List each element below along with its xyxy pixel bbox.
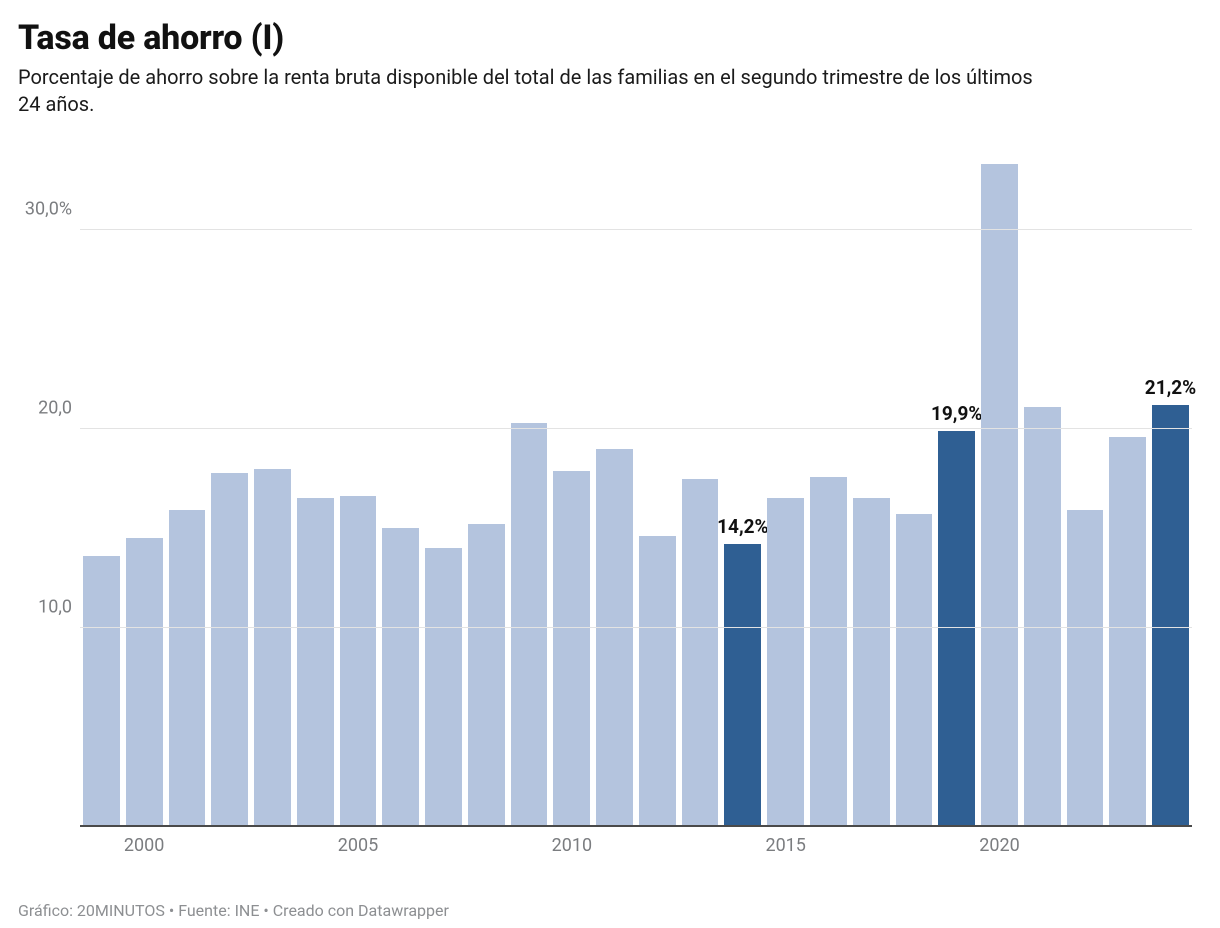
bar-value-label: 19,9% [931, 402, 982, 425]
bar-column [764, 150, 807, 827]
bar [297, 498, 334, 827]
y-tick-label: 30,0% [20, 198, 72, 219]
bar-column [422, 150, 465, 827]
bars-group: 14,2% 19,9% 21,2% [80, 150, 1192, 827]
bar-column [208, 150, 251, 827]
bar [639, 536, 676, 827]
bar-column [1064, 150, 1107, 827]
bar-column [294, 150, 337, 827]
bar [1067, 510, 1104, 827]
chart-subtitle: Porcentaje de ahorro sobre la renta brut… [18, 64, 1058, 118]
gridline [80, 229, 1192, 230]
x-tick-label: 2010 [552, 835, 592, 856]
bar [810, 477, 847, 827]
bar [211, 473, 248, 827]
bar-column [850, 150, 893, 827]
bar [126, 538, 163, 827]
bar-value-label: 14,2% [717, 515, 768, 538]
bar [896, 514, 933, 827]
bar [425, 548, 462, 827]
bar-column [978, 150, 1021, 827]
bar-highlight [938, 431, 975, 827]
chart-container: Tasa de ahorro (I) Porcentaje de ahorro … [0, 0, 1220, 928]
y-tick-label: 20,0 [20, 397, 72, 418]
bar-column [1021, 150, 1064, 827]
x-tick-label: 2000 [124, 835, 164, 856]
bar-column [593, 150, 636, 827]
bar [853, 498, 890, 827]
gridline [80, 627, 1192, 628]
bar-column: 14,2% [721, 150, 764, 827]
plot-inner: 14,2%19,9%21,2% 10,020,030,0% [80, 150, 1192, 827]
x-tick-label: 2020 [979, 835, 1019, 856]
bar-column [807, 150, 850, 827]
y-tick-label: 10,0 [20, 596, 72, 617]
bar-column [893, 150, 936, 827]
bar-column [550, 150, 593, 827]
bar [382, 528, 419, 827]
bar-column [465, 150, 508, 827]
gridline [80, 428, 1192, 429]
bar-column [636, 150, 679, 827]
bar-column [337, 150, 380, 827]
bar [468, 524, 505, 827]
bar [596, 449, 633, 827]
bar-column [251, 150, 294, 827]
page-title: Tasa de ahorro (I) [18, 18, 1202, 58]
bar-column [679, 150, 722, 827]
x-axis [80, 825, 1192, 827]
bar-column [379, 150, 422, 827]
bar [1109, 437, 1146, 827]
x-ticks: 2000 2005 2010 2015 2020 [80, 833, 1192, 857]
bar [169, 510, 206, 827]
bar-column [123, 150, 166, 827]
bar [767, 498, 804, 827]
bar [340, 496, 377, 827]
bar [553, 471, 590, 827]
bar-column: 19,9% [935, 150, 978, 827]
bar [1024, 407, 1061, 827]
bar-column: 21,2% [1149, 150, 1192, 827]
plot-area: 14,2%19,9%21,2% 10,020,030,0% 2000200520… [18, 150, 1202, 897]
bar-value-label: 21,2% [1145, 376, 1196, 399]
x-tick-label: 2005 [338, 835, 378, 856]
bar-column [166, 150, 209, 827]
bar [981, 164, 1018, 827]
bar [511, 423, 548, 827]
bar-highlight [1152, 405, 1189, 827]
x-tick-label: 2015 [765, 835, 805, 856]
bar [83, 556, 120, 827]
bar-column [80, 150, 123, 827]
bar-column [1106, 150, 1149, 827]
bar [254, 469, 291, 827]
bar-highlight [724, 544, 761, 827]
chart-footer: Gráfico: 20MINUTOS • Fuente: INE • Cread… [18, 901, 1202, 920]
bar [682, 479, 719, 827]
bar-column [508, 150, 551, 827]
